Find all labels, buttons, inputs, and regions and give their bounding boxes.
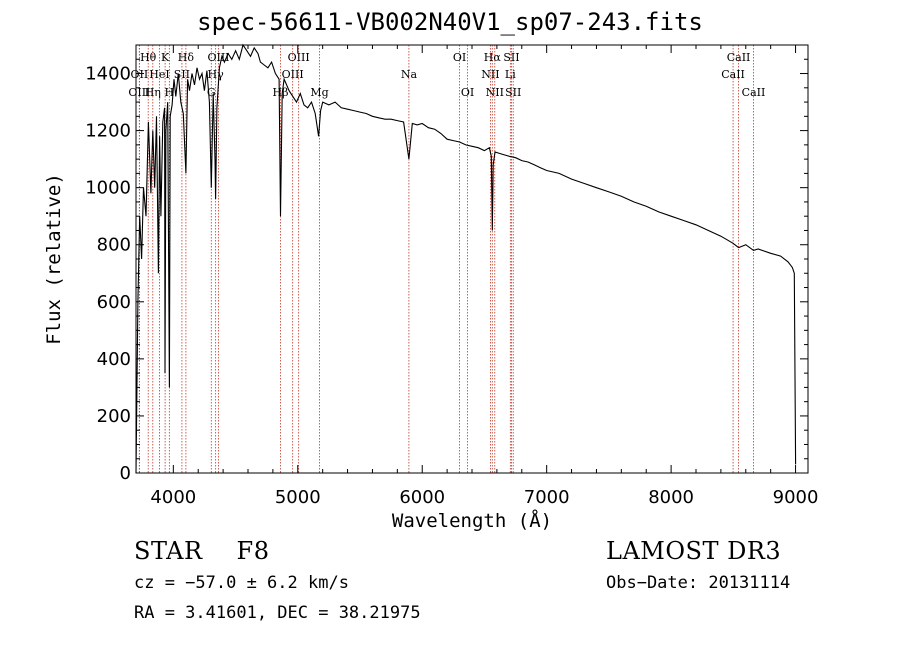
x-tick-label: 4000 bbox=[150, 487, 196, 508]
object-classification: STAR F8 bbox=[134, 537, 269, 565]
line-marker-label: G bbox=[207, 86, 216, 99]
plot-frame bbox=[135, 44, 809, 474]
x-tick-label: 9000 bbox=[773, 487, 819, 508]
line-marker-label: Hβ bbox=[273, 86, 289, 99]
line-marker-label: OII bbox=[131, 68, 149, 81]
object-class: STAR bbox=[134, 537, 203, 565]
line-marker-label: SII bbox=[174, 68, 190, 81]
line-marker-label: Li bbox=[505, 68, 516, 81]
y-axis-label: Flux (relative) bbox=[43, 173, 65, 345]
y-tick-label: 1200 bbox=[85, 121, 131, 142]
redshift-velocity: cz = −57.0 ± 6.2 km/s bbox=[134, 573, 349, 593]
line-marker-label: OI bbox=[461, 86, 474, 99]
line-marker-label: CaII bbox=[742, 86, 766, 99]
line-marker-label: Hδ bbox=[178, 51, 195, 64]
object-subclass: F8 bbox=[236, 537, 270, 565]
line-marker-label: NII bbox=[481, 68, 499, 81]
line-marker-label: HeI bbox=[149, 68, 169, 81]
line-marker-label: OI bbox=[453, 51, 466, 64]
line-marker-label: SII bbox=[503, 51, 519, 64]
y-tick-label: 200 bbox=[97, 406, 131, 427]
line-marker-label: CaII bbox=[727, 51, 751, 64]
x-tick-label: 8000 bbox=[648, 487, 694, 508]
line-marker-label: Mg bbox=[310, 86, 328, 99]
line-marker-label: SII bbox=[505, 86, 521, 99]
y-tick-label: 1400 bbox=[85, 64, 131, 85]
y-tick-label: 600 bbox=[97, 292, 131, 313]
line-marker-label: Hθ bbox=[140, 51, 157, 64]
y-tick-label: 1000 bbox=[85, 178, 131, 199]
line-marker-label: Hγ bbox=[208, 68, 225, 81]
y-tick-label: 400 bbox=[97, 349, 131, 370]
line-marker-label: H bbox=[165, 86, 175, 99]
line-markers bbox=[138, 45, 754, 473]
line-marker-label: OIII bbox=[288, 51, 310, 64]
x-axis-label: Wavelength (Å) bbox=[391, 510, 553, 532]
line-marker-label: OIII bbox=[282, 68, 304, 81]
x-tick-label: 5000 bbox=[275, 487, 321, 508]
ra-dec-coordinates: RA = 3.41601, DEC = 38.21975 bbox=[134, 603, 421, 623]
y-tick-label: 0 bbox=[120, 463, 131, 484]
chart-title: spec-56611-VB002N40V1_sp07-243.fits bbox=[197, 8, 703, 36]
y-tick-label: 800 bbox=[97, 235, 131, 256]
observation-date: Obs−Date: 20131114 bbox=[606, 573, 791, 593]
line-marker-label: Na bbox=[401, 68, 418, 81]
line-marker-label: K bbox=[161, 51, 170, 64]
line-marker-label: NII bbox=[486, 86, 504, 99]
x-tick-label: 6000 bbox=[399, 487, 445, 508]
x-axis-ticks: 4000 5000 6000 7000 8000 9000 bbox=[150, 45, 818, 508]
y-axis-ticks: 0 200 400 600 800 1000 1200 1400 bbox=[85, 44, 808, 484]
spectrum-series-line bbox=[135, 43, 797, 474]
line-marker-label: Hη bbox=[145, 86, 161, 99]
line-marker-label: OIII bbox=[128, 86, 150, 99]
x-tick-label: 7000 bbox=[524, 487, 570, 508]
line-marker-label: Hα bbox=[484, 51, 502, 64]
survey-name: LAMOST DR3 bbox=[606, 537, 782, 565]
line-marker-label: CaII bbox=[721, 68, 745, 81]
